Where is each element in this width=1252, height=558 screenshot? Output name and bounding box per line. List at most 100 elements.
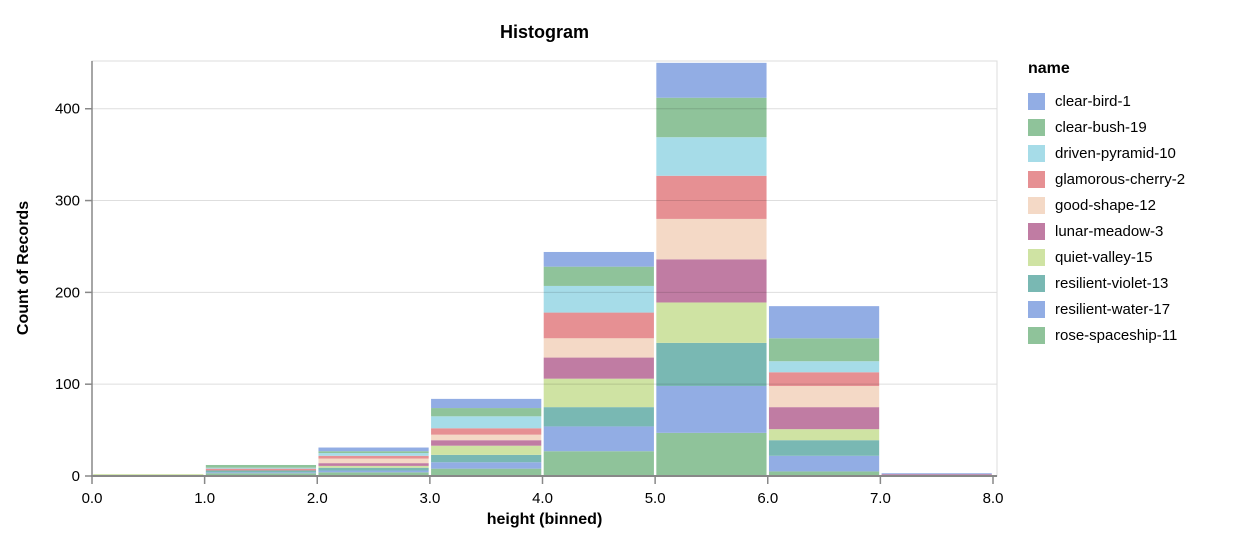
y-axis-title: Count of Records bbox=[15, 200, 32, 336]
legend-item-glamorous-cherry-2: glamorous-cherry-2 bbox=[1028, 166, 1185, 192]
x-tick-label-8: 8.0 bbox=[983, 490, 1004, 507]
bar-segment-clear-bird-1-bin-3-4 bbox=[431, 398, 542, 409]
bar-segment-lunar-meadow-3-bin-4-5 bbox=[543, 357, 654, 379]
bar-segment-glamorous-cherry-2-bin-4-5 bbox=[543, 312, 654, 339]
legend-swatch-icon bbox=[1028, 222, 1045, 240]
legend-item-lunar-meadow-3: lunar-meadow-3 bbox=[1028, 218, 1185, 244]
bar-segment-lunar-meadow-3-bin-7-8 bbox=[881, 474, 992, 476]
bar-segment-driven-pyramid-10-bin-2-3 bbox=[318, 453, 429, 456]
legend-item-label: quiet-valley-15 bbox=[1055, 248, 1153, 266]
x-tick-label-5: 5.0 bbox=[645, 490, 666, 507]
y-tick-label-200: 200 bbox=[55, 284, 80, 301]
bar-segment-lunar-meadow-3-bin-2-3 bbox=[318, 463, 429, 466]
legend-item-label: resilient-violet-13 bbox=[1055, 274, 1169, 292]
legend-item-clear-bird-1: clear-bird-1 bbox=[1028, 88, 1185, 114]
bar-segment-clear-bush-19-bin-5-6 bbox=[656, 97, 767, 138]
bar-segment-clear-bush-19-bin-2-3 bbox=[318, 451, 429, 454]
legend-swatch-icon bbox=[1028, 118, 1045, 136]
bar-segment-glamorous-cherry-2-bin-2-3 bbox=[318, 455, 429, 459]
bar-segment-resilient-water-17-bin-6-7 bbox=[768, 455, 880, 472]
legend-item-good-shape-12: good-shape-12 bbox=[1028, 192, 1185, 218]
legend-item-quiet-valley-15: quiet-valley-15 bbox=[1028, 244, 1185, 270]
bar-segment-resilient-water-17-bin-2-3 bbox=[318, 470, 429, 473]
legend-item-label: glamorous-cherry-2 bbox=[1055, 170, 1186, 188]
x-tick-label-3: 3.0 bbox=[419, 490, 440, 507]
legend-items: clear-bird-1 clear-bush-19 driven-pyramid-… bbox=[1028, 88, 1185, 348]
bar-segment-rose-spaceship-11-bin-3-4 bbox=[431, 468, 542, 476]
legend-swatch-icon bbox=[1028, 248, 1045, 266]
bar-segment-clear-bush-19-bin-1-2 bbox=[205, 464, 317, 468]
bar-segment-resilient-water-17-bin-5-6 bbox=[656, 386, 767, 433]
legend-swatch-icon bbox=[1028, 326, 1045, 344]
bar-segment-lunar-meadow-3-bin-3-4 bbox=[431, 440, 542, 446]
bar-segment-quiet-valley-15-bin-2-3 bbox=[318, 465, 429, 468]
bar-segment-quiet-valley-15-bin-5-6 bbox=[656, 302, 767, 343]
bar-segment-resilient-violet-13-bin-5-6 bbox=[656, 342, 767, 387]
bar-segment-good-shape-12-bin-3-4 bbox=[431, 434, 542, 441]
bar-segment-driven-pyramid-10-bin-6-7 bbox=[768, 361, 880, 373]
bar-segment-glamorous-cherry-2-bin-6-7 bbox=[768, 372, 880, 387]
x-axis-title: height (binned) bbox=[486, 511, 603, 528]
bar-segment-good-shape-12-bin-4-5 bbox=[543, 338, 654, 358]
x-tick-label-2: 2.0 bbox=[307, 490, 328, 507]
legend-item-label: rose-spaceship-11 bbox=[1055, 326, 1178, 344]
bar-segment-clear-bird-1-bin-5-6 bbox=[656, 62, 767, 98]
legend-item-label: good-shape-12 bbox=[1055, 196, 1156, 214]
bar-segment-clear-bird-1-bin-7-8 bbox=[881, 473, 992, 475]
y-tick-label-300: 300 bbox=[55, 193, 80, 210]
bar-segment-lunar-meadow-3-bin-5-6 bbox=[656, 259, 767, 303]
bar-segment-resilient-violet-13-bin-1-2 bbox=[205, 470, 317, 473]
chart-title: Histogram bbox=[499, 22, 589, 42]
bar-segment-resilient-water-17-bin-3-4 bbox=[431, 462, 542, 469]
bar-segment-rose-spaceship-11-bin-5-6 bbox=[656, 432, 767, 476]
bar-segment-driven-pyramid-10-bin-1-2 bbox=[205, 467, 317, 469]
legend-item-label: driven-pyramid-10 bbox=[1055, 144, 1176, 162]
bar-segment-glamorous-cherry-2-bin-3-4 bbox=[431, 428, 542, 435]
bar-segment-resilient-violet-13-bin-2-3 bbox=[318, 467, 429, 471]
bar-segment-quiet-valley-15-bin-6-7 bbox=[768, 429, 880, 441]
legend-item-label: resilient-water-17 bbox=[1055, 300, 1171, 318]
bar-segment-resilient-violet-13-bin-3-4 bbox=[431, 454, 542, 463]
bar-segment-clear-bush-19-bin-3-4 bbox=[431, 408, 542, 417]
bar-segment-lunar-meadow-3-bin-6-7 bbox=[768, 407, 880, 430]
bar-segment-good-shape-12-bin-6-7 bbox=[768, 386, 880, 408]
legend: name clear-bird-1 clear-bush-19 driven-pyr… bbox=[1028, 60, 1185, 348]
bar-segment-resilient-water-17-bin-1-2 bbox=[205, 472, 317, 474]
bar-segment-quiet-valley-15-bin-4-5 bbox=[543, 378, 654, 408]
legend-swatch-icon bbox=[1028, 300, 1045, 318]
bar-segment-rose-spaceship-11-bin-2-3 bbox=[318, 472, 429, 476]
bar-segment-glamorous-cherry-2-bin-5-6 bbox=[656, 175, 767, 219]
legend-swatch-icon bbox=[1028, 196, 1045, 214]
legend-item-rose-spaceship-11: rose-spaceship-11 bbox=[1028, 322, 1185, 348]
legend-swatch-icon bbox=[1028, 92, 1045, 110]
legend-item-resilient-violet-13: resilient-violet-13 bbox=[1028, 270, 1185, 296]
legend-swatch-icon bbox=[1028, 144, 1045, 162]
y-tick-label-400: 400 bbox=[55, 101, 80, 118]
bar-segment-good-shape-12-bin-5-6 bbox=[656, 218, 767, 260]
bar-segment-rose-spaceship-11-bin-4-5 bbox=[543, 451, 654, 476]
legend-title: name bbox=[1028, 60, 1070, 77]
bar-segment-clear-bird-1-bin-4-5 bbox=[543, 251, 654, 267]
y-tick-label-100: 100 bbox=[55, 376, 80, 393]
bar-segment-driven-pyramid-10-bin-4-5 bbox=[543, 285, 654, 313]
legend-item-label: clear-bush-19 bbox=[1055, 118, 1147, 136]
bar-segment-clear-bush-19-bin-4-5 bbox=[543, 266, 654, 286]
bar-segment-driven-pyramid-10-bin-3-4 bbox=[431, 416, 542, 429]
bar-segment-glamorous-cherry-2-bin-1-2 bbox=[205, 468, 317, 471]
legend-item-driven-pyramid-10: driven-pyramid-10 bbox=[1028, 140, 1185, 166]
bar-segment-rose-spaceship-11-bin-6-7 bbox=[768, 471, 880, 476]
legend-swatch-icon bbox=[1028, 274, 1045, 292]
x-tick-label-6: 6.0 bbox=[757, 490, 778, 507]
bar-segment-quiet-valley-15-bin-3-4 bbox=[431, 445, 542, 455]
bar-segment-resilient-water-17-bin-4-5 bbox=[543, 426, 654, 452]
legend-item-label: clear-bird-1 bbox=[1055, 92, 1131, 110]
y-tick-label-0: 0 bbox=[72, 468, 80, 485]
bar-segment-resilient-violet-13-bin-4-5 bbox=[543, 407, 654, 427]
legend-item-clear-bush-19: clear-bush-19 bbox=[1028, 114, 1185, 140]
bar-segment-clear-bird-1-bin-2-3 bbox=[318, 447, 429, 452]
x-tick-label-4: 4.0 bbox=[532, 490, 553, 507]
bar-segment-resilient-violet-13-bin-6-7 bbox=[768, 440, 880, 456]
x-tick-label-7: 7.0 bbox=[870, 490, 891, 507]
